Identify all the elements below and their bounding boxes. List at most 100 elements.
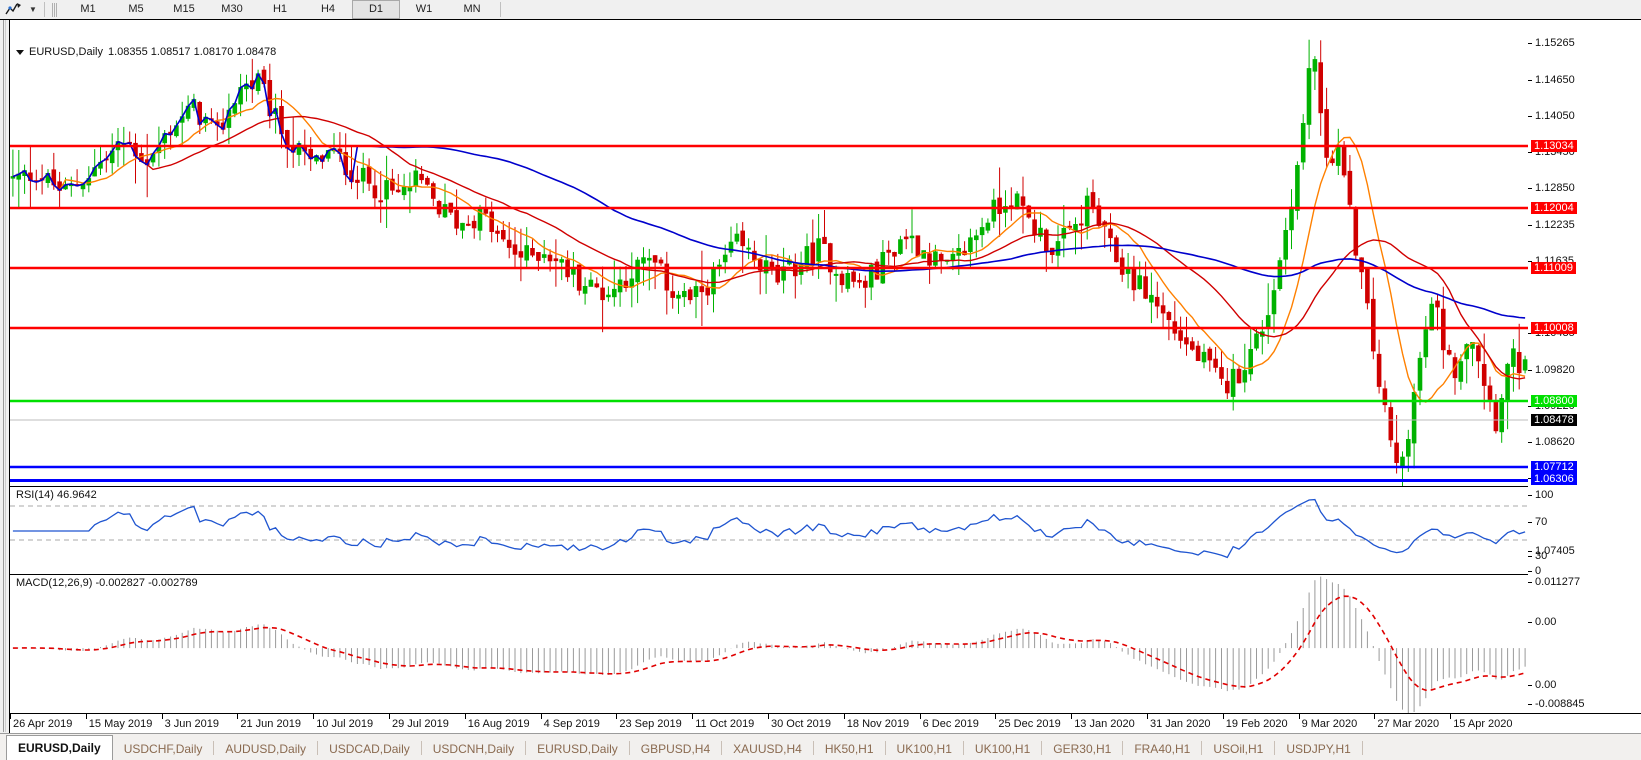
macd-tick: 0.011277 <box>1535 576 1581 588</box>
chart-tab-hk50-h1[interactable]: HK50,H1 <box>824 742 874 756</box>
chart-tab-xauusd-h4[interactable]: XAUUSD,H4 <box>733 742 802 756</box>
tab-divider <box>1122 741 1124 755</box>
chart-tab-audusd-daily[interactable]: AUDUSD,Daily <box>225 742 307 756</box>
chart-tab-uk100-h1[interactable]: UK100,H1 <box>974 742 1031 756</box>
price-tag-resistance-4: 1.10008 <box>1531 322 1577 334</box>
chart-tab-eurusd-daily[interactable]: EURUSD,Daily <box>537 742 618 756</box>
rsi-chart-svg <box>10 498 1528 559</box>
tab-divider <box>812 741 814 755</box>
price-tick: 1.07405 <box>1535 545 1575 557</box>
date-tick-label: 6 Dec 2019 <box>922 718 979 730</box>
price-tick: 1.11635 <box>1535 255 1574 267</box>
date-tick-mark <box>768 714 769 719</box>
chart-tab-ger30-h1[interactable]: GER30,H1 <box>1053 742 1112 756</box>
date-tick-mark <box>237 714 239 719</box>
chart-tab-usdjpy-h1[interactable]: USDJPY,H1 <box>1286 742 1351 756</box>
price-tick: 1.12235 <box>1535 219 1575 231</box>
timeframe-d1[interactable]: D1 <box>352 0 400 19</box>
timeframe-mn[interactable]: MN <box>463 3 481 15</box>
date-tick-mark <box>1222 714 1224 719</box>
toolbar-grip[interactable] <box>52 2 61 17</box>
date-tick-mark <box>161 714 163 719</box>
chevron-down-icon[interactable]: ▼ <box>29 5 37 14</box>
date-tick-mark <box>692 714 694 719</box>
tab-divider <box>1041 741 1043 755</box>
price-scale[interactable]: 1.15265 1.14650 1.14050 1.13450 1.12850 … <box>1528 20 1641 487</box>
date-tick-label: 18 Nov 2019 <box>846 718 910 730</box>
tab-divider <box>213 741 215 755</box>
chart-symbol-header: EURUSD,Daily 1.08355 1.08517 1.08170 1.0… <box>16 46 276 58</box>
macd-chart-svg <box>12 576 1526 714</box>
rsi-pane[interactable]: RSI(14) 46.9642 <box>10 487 1528 575</box>
rsi-tick: 70 <box>1535 516 1548 528</box>
level-line-106306 <box>10 479 1528 482</box>
price-tick: 1.13450 <box>1535 146 1575 158</box>
date-tick-mark <box>843 714 845 719</box>
timeframe-w1[interactable]: W1 <box>415 3 433 15</box>
date-tick-label: 9 Mar 2020 <box>1301 718 1358 730</box>
price-tag-resistance-1: 1.13034 <box>1531 140 1577 152</box>
date-axis-grip <box>0 713 10 733</box>
indicators-icon[interactable] <box>0 1 26 18</box>
tab-divider <box>317 741 319 755</box>
chart-tab-gbpusd-h4[interactable]: GBPUSD,H4 <box>640 742 711 756</box>
chart-tab-bar: EURUSD,Daily USDCHF,Daily AUDUSD,Daily USDC… <box>0 733 1641 760</box>
chart-tab-eurusd-daily[interactable]: EURUSD,Daily <box>6 735 113 760</box>
price-tag-last: 1.08478 <box>1531 414 1577 426</box>
date-tick-label: 3 Jun 2019 <box>164 718 220 730</box>
price-tick: 1.15265 <box>1535 37 1575 49</box>
chart-left-grip[interactable] <box>0 20 10 714</box>
chart-tab-fra40-h1[interactable]: FRA40,H1 <box>1134 742 1191 756</box>
tab-divider <box>721 741 723 755</box>
rsi-indicator-label: RSI(14) 46.9642 <box>16 489 97 501</box>
collapse-triangle-icon[interactable] <box>16 49 24 55</box>
ma-fast-line <box>12 97 1526 403</box>
price-tag-support-green: 1.08800 <box>1531 395 1577 407</box>
toolbar-divider-2 <box>500 2 501 17</box>
date-tick-label: 16 Aug 2019 <box>467 718 530 730</box>
price-tag-support-blue-1: 1.07712 <box>1531 461 1577 473</box>
timeframe-m15[interactable]: M15 <box>173 3 195 15</box>
timeframe-h1[interactable]: H1 <box>272 3 288 15</box>
rsi-tick: 30 <box>1535 550 1548 562</box>
macd-signal-line <box>12 595 1526 692</box>
date-tick-label: 23 Sep 2019 <box>619 718 682 730</box>
chart-ohlc-values: 1.08355 1.08517 1.08170 1.08478 <box>107 46 277 58</box>
timeframe-h4[interactable]: H4 <box>320 3 336 15</box>
price-tag-resistance-3: 1.11009 <box>1531 262 1576 274</box>
macd-scale: 0.011277 0.00 0.00 -0.008845 <box>1528 575 1641 714</box>
chart-tab-usoil-h1[interactable]: USOil,H1 <box>1213 742 1264 756</box>
date-tick-label: 29 Jul 2019 <box>392 718 449 730</box>
rsi-tick: 0 <box>1535 565 1542 577</box>
chart-tab-usdcad-daily[interactable]: USDCAD,Daily <box>329 742 410 756</box>
date-tick-label: 4 Sep 2019 <box>543 718 600 730</box>
chart-tab-uk100-h1[interactable]: UK100,H1 <box>896 742 952 756</box>
date-tick-mark <box>1298 714 1300 719</box>
date-tick-mark <box>995 714 997 719</box>
timeframe-m30[interactable]: M30 <box>221 3 243 15</box>
date-tick-mark <box>1374 714 1376 719</box>
timeframe-m1[interactable]: M1 <box>80 3 96 15</box>
price-chart-svg <box>10 39 1528 486</box>
toolbar-divider <box>44 2 45 17</box>
chart-area[interactable]: EURUSD,Daily 1.08355 1.08517 1.08170 1.0… <box>0 19 1641 714</box>
date-tick-label: 30 Oct 2019 <box>771 718 831 730</box>
macd-tick: 0.00 <box>1535 616 1557 628</box>
macd-pane[interactable]: MACD(12,26,9) -0.002827 -0.002789 <box>10 575 1528 714</box>
price-pane[interactable] <box>10 20 1528 487</box>
tab-divider <box>1201 741 1203 755</box>
date-tick-mark <box>10 714 11 719</box>
tab-divider <box>884 741 886 755</box>
tab-divider <box>1274 741 1276 755</box>
date-tick-label: 15 Apr 2020 <box>1453 718 1513 730</box>
chart-tab-usdcnh-daily[interactable]: USDCNH,Daily <box>432 742 515 756</box>
tab-divider <box>962 741 964 755</box>
chart-tab-usdchf-daily[interactable]: USDCHF,Daily <box>123 742 203 756</box>
date-tick-mark <box>1450 714 1452 719</box>
price-tick: 1.08620 <box>1535 436 1575 448</box>
date-tick-label: 13 Jan 2020 <box>1074 718 1135 730</box>
timeframe-m5[interactable]: M5 <box>128 3 144 15</box>
date-tick-mark <box>389 714 390 719</box>
date-tick-mark <box>313 714 315 719</box>
